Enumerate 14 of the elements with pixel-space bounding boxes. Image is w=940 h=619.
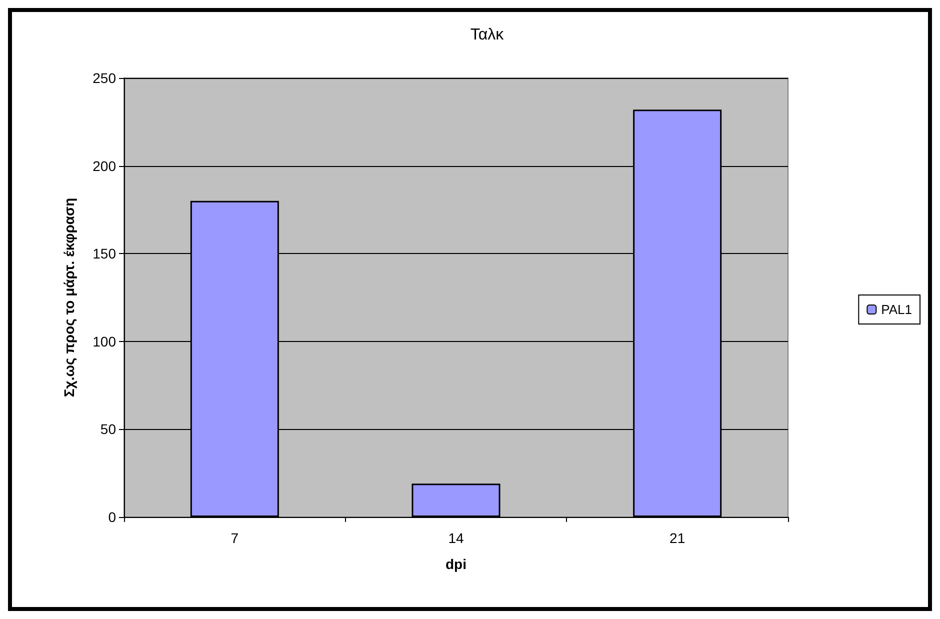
y-tick-label: 250 bbox=[92, 70, 116, 86]
y-tick-label: 100 bbox=[92, 333, 116, 350]
bar bbox=[412, 484, 500, 517]
y-tick-label: 200 bbox=[92, 158, 116, 174]
legend-label: PAL1 bbox=[881, 302, 912, 317]
x-tick-label: 21 bbox=[670, 530, 686, 546]
x-tick-label: 14 bbox=[448, 530, 464, 546]
y-tick-label: 150 bbox=[92, 246, 116, 262]
y-tick-label: 50 bbox=[100, 421, 116, 438]
chart-title: Ταλκ bbox=[470, 26, 505, 44]
y-axis-title: Σχ.ως προς το μάρτ. έκφραση bbox=[61, 198, 77, 398]
y-tick-label: 0 bbox=[108, 509, 116, 525]
x-axis-title: dpi bbox=[446, 556, 466, 572]
x-tick-label: 7 bbox=[230, 530, 239, 546]
